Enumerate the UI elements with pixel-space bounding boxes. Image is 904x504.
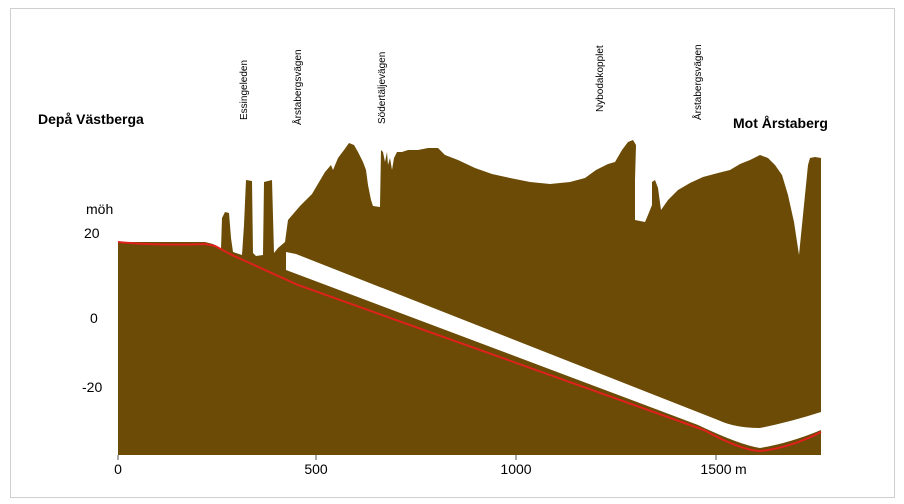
y-tick-20: 20 xyxy=(84,225,100,241)
track-line xyxy=(117,241,822,453)
x-unit-label: m xyxy=(735,461,747,477)
street-label-essingeleden: Essingeleden xyxy=(239,60,250,120)
street-label-nybodakopplet: Nybodakopplet xyxy=(595,45,606,112)
street-label-arstabergsvagen-1: Årstabergsvägen xyxy=(291,49,304,125)
depot-label: Depå Västberga xyxy=(38,111,144,127)
tunnel-void xyxy=(286,252,821,448)
x-tick-1500: 1500 xyxy=(700,461,731,477)
street-label-sodertaljevagen: Södertäljevägen xyxy=(377,52,388,124)
y-unit-label: möh xyxy=(86,201,113,217)
y-tick-neg20: -20 xyxy=(82,379,102,395)
y-tick-0: 0 xyxy=(90,310,98,326)
x-tick-0: 0 xyxy=(114,461,122,477)
ground-profile xyxy=(118,140,821,455)
x-tick-1000: 1000 xyxy=(500,461,531,477)
street-label-arstabergsvagen-2: Årstabergsvägen xyxy=(691,44,704,120)
direction-label: Mot Årstaberg xyxy=(733,115,828,131)
x-tick-500: 500 xyxy=(304,461,328,477)
